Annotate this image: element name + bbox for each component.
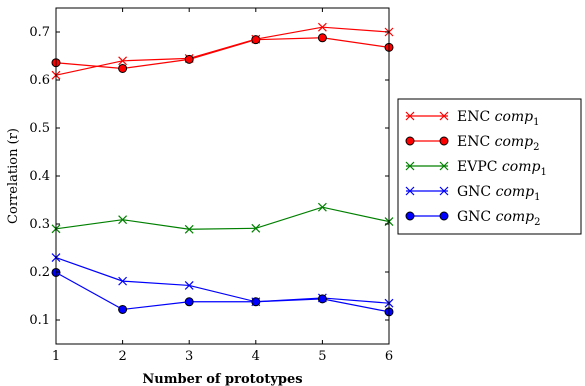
legend-marker (405, 211, 415, 221)
series-line (55, 257, 390, 304)
legend-label: ENC comp1 (457, 109, 540, 128)
y-tick-label: 0.1 (29, 313, 50, 328)
series-2 (51, 202, 394, 234)
legend-item: EVPC comp1 (405, 159, 547, 178)
data-point (317, 33, 327, 43)
data-point (118, 276, 128, 286)
legend-label: GNC comp2 (457, 209, 541, 228)
y-tick-label: 0.6 (29, 73, 50, 88)
data-point (317, 22, 327, 32)
y-tick-label: 0.3 (29, 217, 50, 232)
x-tick-label: 6 (385, 349, 393, 364)
x-tick-label: 4 (252, 349, 260, 364)
legend-item: ENC comp2 (405, 134, 540, 153)
data-point (184, 224, 194, 234)
legend-marker (439, 186, 449, 196)
x-tick-label: 1 (52, 349, 60, 364)
legend-marker (439, 136, 449, 146)
legend-marker (439, 161, 449, 171)
legend-marker (439, 211, 449, 221)
y-axis-label: Correlation (r) (6, 128, 21, 224)
legend: ENC comp1 ENC comp2 EVPC comp1 GNC comp1 GNC… (397, 98, 582, 235)
series-line (55, 26, 390, 76)
data-point (184, 281, 194, 290)
axes-layer: 1 2 3 4 5 6 0.1 0.2 0.3 0.4 0.5 0.6 0.7 (29, 8, 393, 364)
x-axis-label: Number of prototypes (142, 372, 302, 386)
y-tick-label: 0.7 (29, 25, 50, 40)
series-1 (51, 33, 394, 73)
x-tick-label: 5 (318, 349, 326, 364)
data-point (251, 35, 261, 45)
data-point (184, 54, 194, 64)
legend-marker (405, 136, 415, 146)
legend-item: GNC comp2 (405, 209, 541, 228)
x-tick-label: 2 (118, 349, 126, 364)
series-line (55, 206, 390, 230)
data-point (118, 63, 128, 73)
data-point (251, 297, 261, 307)
series-0 (51, 22, 394, 80)
legend-label: ENC comp2 (457, 134, 540, 153)
legend-label: EVPC comp1 (457, 159, 547, 178)
data-point (251, 223, 261, 233)
data-point (118, 56, 128, 66)
data-point (317, 202, 327, 212)
y-tick-label: 0.2 (29, 265, 50, 280)
data-point (184, 297, 194, 307)
series-line (55, 271, 390, 313)
legend-marker (405, 186, 415, 196)
y-tick-label: 0.4 (29, 169, 50, 184)
data-point (317, 294, 327, 304)
legend-item: GNC comp1 (405, 184, 541, 203)
legend-marker (405, 161, 415, 171)
data-point (118, 215, 128, 225)
series-4 (51, 267, 394, 317)
x-tick-label: 3 (185, 349, 193, 364)
legend-marker (405, 111, 415, 121)
legend-label: GNC comp1 (457, 184, 541, 203)
data-point (118, 304, 128, 314)
y-tick-label: 0.5 (29, 121, 50, 136)
legend-item: ENC comp1 (405, 109, 540, 128)
legend-marker (439, 111, 449, 121)
series-layer (51, 22, 394, 317)
series-line (55, 37, 390, 70)
